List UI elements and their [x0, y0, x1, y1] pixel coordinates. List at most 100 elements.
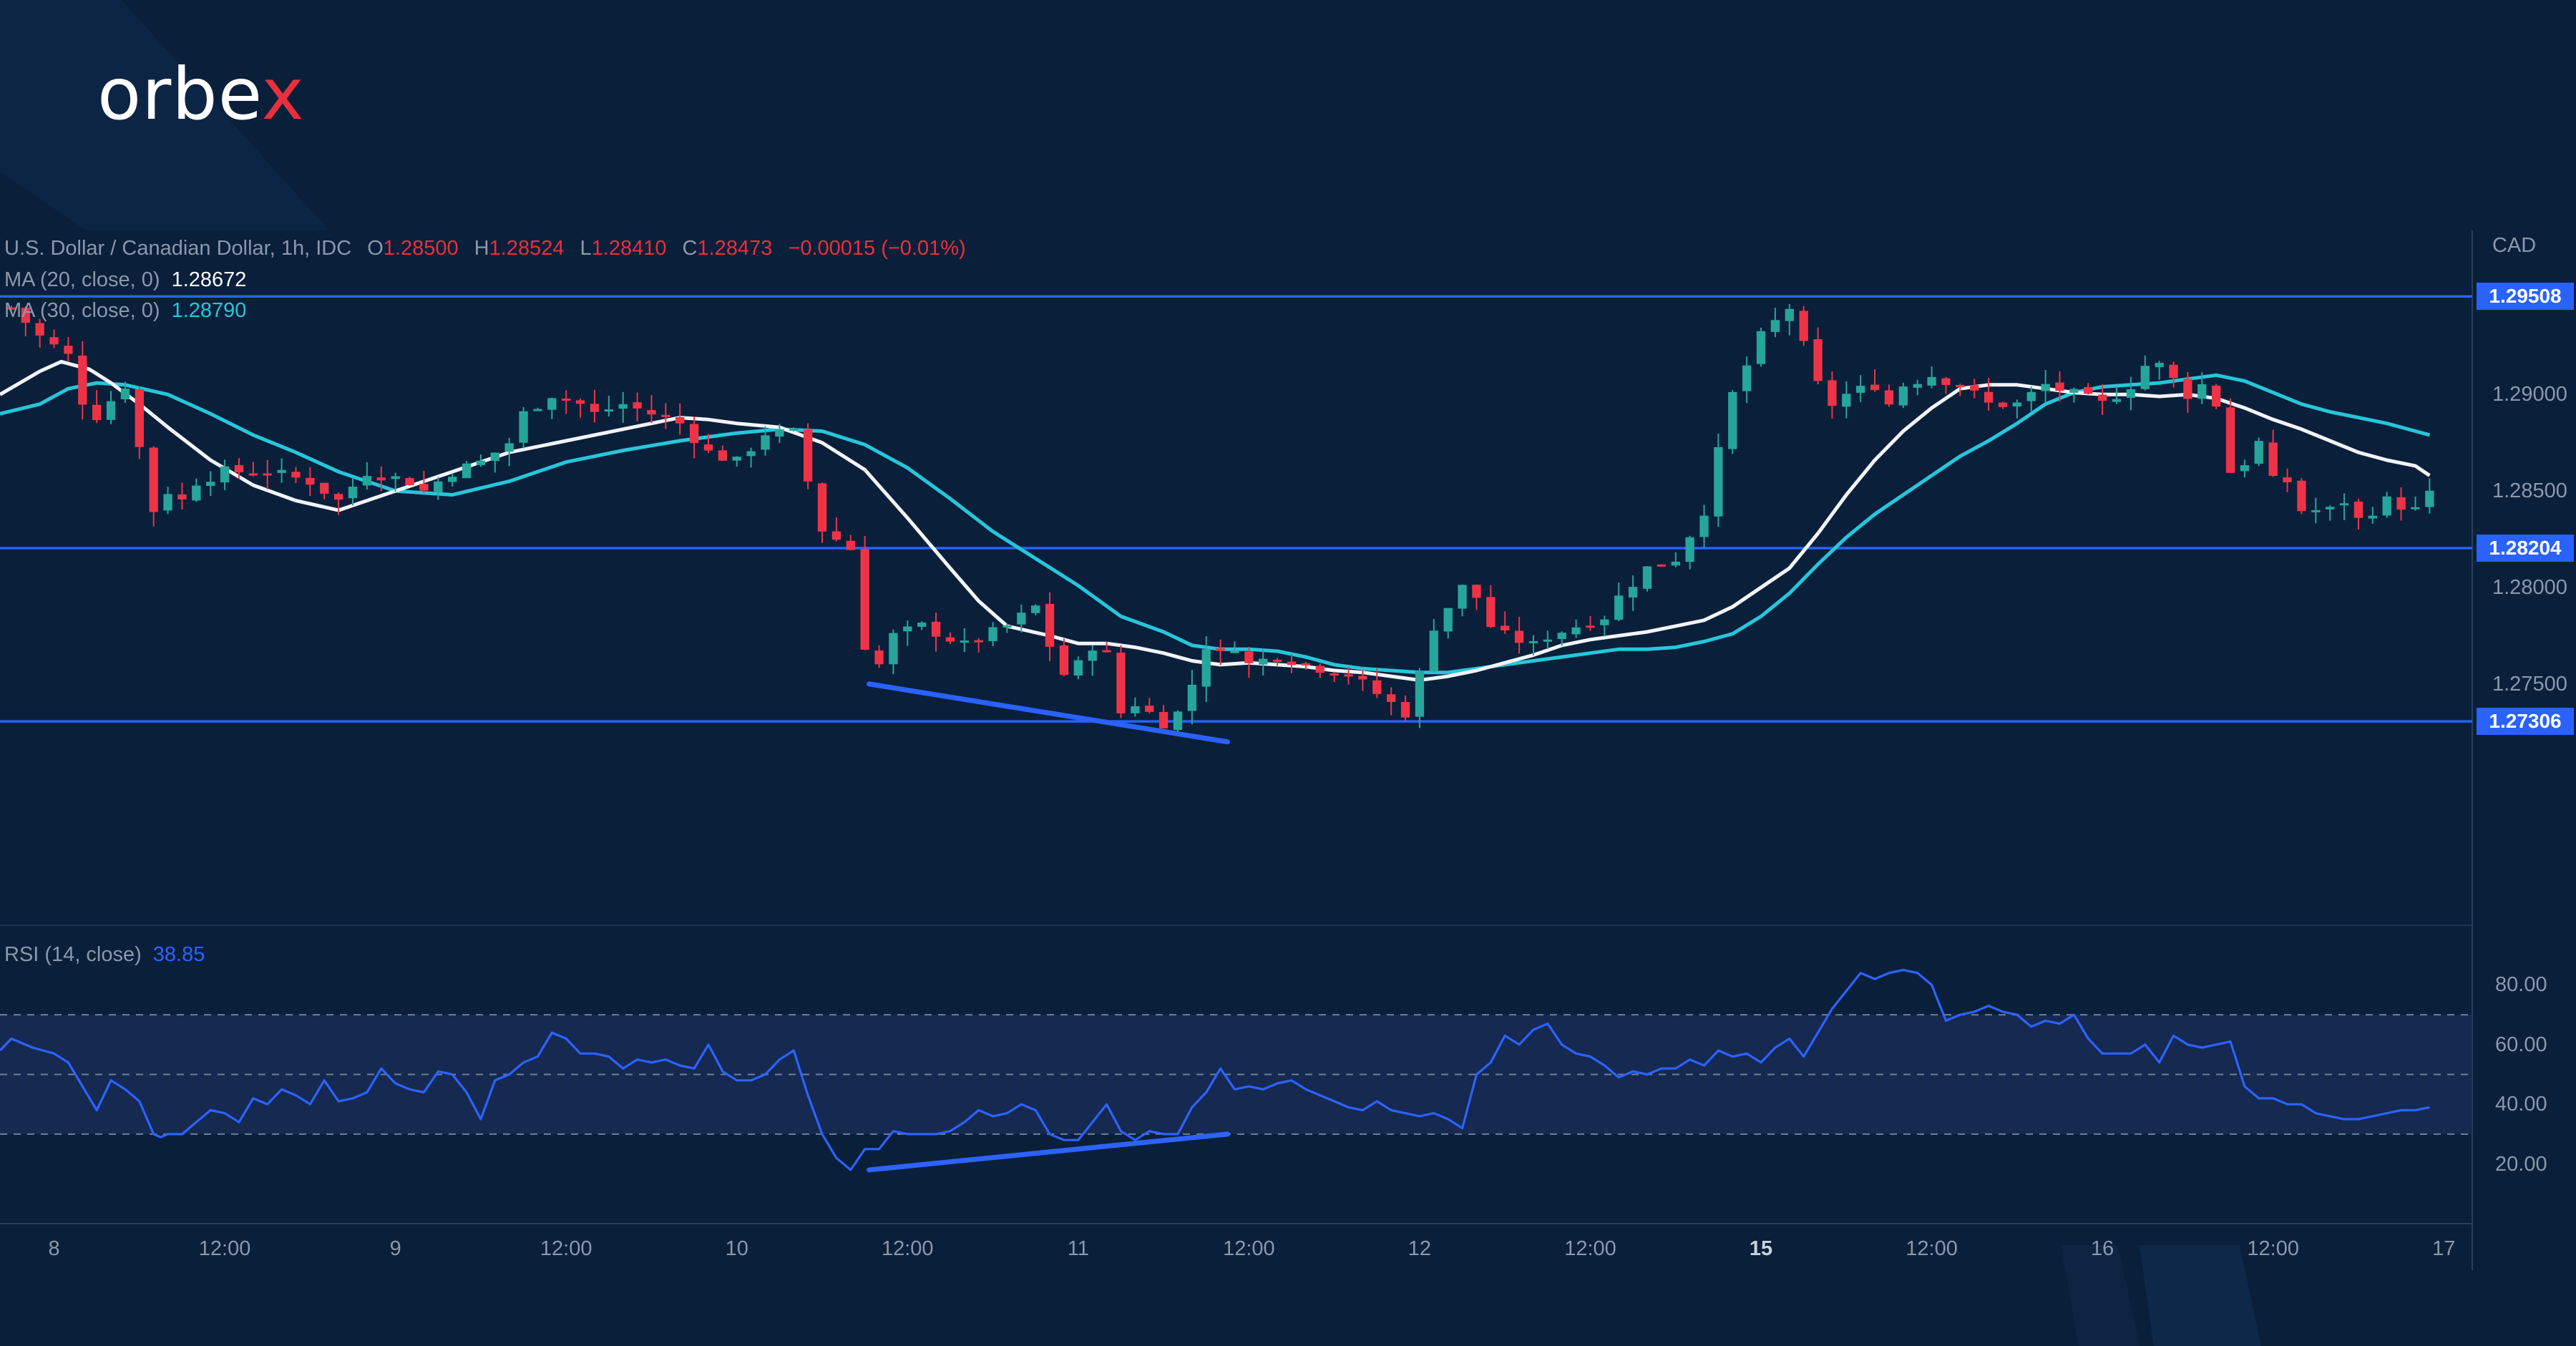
candle-body — [1429, 630, 1438, 672]
candle-body — [1657, 564, 1667, 567]
candle-body — [405, 478, 414, 486]
candle — [1158, 705, 1169, 728]
candle-body — [960, 640, 969, 643]
time-tick: 8 — [48, 1237, 60, 1260]
level-price-tag[interactable]: 1.28204 — [2477, 534, 2574, 562]
candle-body — [177, 494, 187, 499]
time-tick: 12:00 — [1564, 1237, 1616, 1260]
candle-body — [362, 476, 372, 486]
level-price-tag[interactable]: 1.29508 — [2477, 283, 2574, 311]
candle-body — [1173, 711, 1183, 731]
symbol-legend: U.S. Dollar / Canadian Dollar, 1h, IDC O… — [4, 237, 966, 260]
candle — [476, 454, 486, 467]
candle-body — [1358, 676, 1367, 680]
candle — [1586, 615, 1595, 631]
candle-body — [1187, 684, 1197, 711]
candle — [291, 467, 301, 483]
trendlines[interactable] — [867, 681, 1231, 745]
candle-body — [35, 323, 44, 336]
candle — [1458, 584, 1467, 617]
candle — [1614, 582, 1624, 622]
candle — [2353, 498, 2363, 530]
candle-body — [1884, 390, 1894, 405]
candle-body — [2012, 402, 2022, 406]
candle — [419, 471, 429, 493]
candle-body — [447, 477, 457, 482]
symbol-title: U.S. Dollar / Canadian Dollar, 1h, IDC — [4, 237, 352, 260]
open-value: 1.28500 — [383, 237, 459, 260]
candle-body — [391, 476, 400, 479]
candle — [447, 473, 457, 487]
candle — [1216, 639, 1225, 665]
candle — [1187, 670, 1197, 725]
candle — [803, 423, 813, 489]
rsi-legend[interactable]: RSI (14, close) 38.85 — [4, 943, 205, 966]
candle-body — [1742, 365, 1752, 391]
candle-body — [1571, 627, 1581, 635]
candle — [1600, 615, 1609, 637]
candle — [1984, 378, 1994, 411]
candle-body — [1543, 639, 1553, 642]
candle — [277, 458, 286, 483]
candle-body — [1941, 378, 1951, 385]
candle-body — [1813, 338, 1823, 381]
candle — [718, 445, 728, 462]
candle — [78, 341, 87, 420]
candle — [434, 477, 443, 500]
candle-body — [831, 531, 841, 540]
candle-body — [1472, 585, 1481, 598]
ma30-value: 1.28790 — [171, 299, 247, 322]
candle-body — [575, 400, 585, 404]
candle — [2396, 487, 2406, 521]
candle-body — [889, 633, 898, 665]
candle-body — [519, 411, 528, 443]
time-tick: 12:00 — [1906, 1237, 1958, 1260]
time-tick: 10 — [725, 1237, 748, 1260]
candle — [2169, 361, 2178, 388]
time-tick: 12:00 — [2247, 1237, 2299, 1260]
candle-body — [1387, 694, 1396, 702]
candle — [192, 478, 201, 502]
rsi-tick: 40.00 — [2495, 1093, 2547, 1116]
candle-body — [817, 483, 827, 532]
candle — [1785, 303, 1794, 336]
candle-body — [1272, 659, 1282, 662]
candle — [2311, 497, 2321, 524]
candle — [92, 390, 102, 424]
candle — [1102, 641, 1111, 653]
candle-body — [1145, 706, 1154, 712]
candle-body — [1927, 376, 1936, 386]
currency-label: CAD — [2492, 234, 2537, 257]
ma20-legend[interactable]: MA (20, close, 0) 1.28672 — [4, 268, 247, 291]
level-price-tag[interactable]: 1.27306 — [2477, 708, 2574, 736]
candle — [2240, 459, 2250, 478]
candle-body — [604, 409, 613, 412]
candle — [2097, 384, 2107, 415]
orbex-logo: orbex — [97, 52, 305, 136]
candle-body — [647, 410, 656, 415]
candle — [348, 477, 358, 506]
candle — [1898, 382, 1908, 409]
time-tick: 12:00 — [881, 1237, 934, 1260]
candle — [575, 398, 585, 418]
ma30-legend[interactable]: MA (30, close, 0) 1.28790 — [4, 299, 247, 322]
high-value: 1.28524 — [489, 237, 565, 260]
candle-body — [689, 424, 699, 444]
candle-body — [306, 477, 315, 485]
candle — [2382, 492, 2391, 518]
candle — [1671, 552, 1680, 567]
candle — [1344, 667, 1353, 685]
candle-body — [1330, 673, 1339, 676]
candle-body — [2339, 503, 2349, 506]
candle — [333, 492, 343, 515]
horizontal-levels[interactable] — [0, 295, 2472, 723]
candle-body — [1685, 537, 1694, 562]
candle-body — [2169, 364, 2178, 379]
candle — [1856, 375, 1865, 402]
candle-body — [1799, 311, 1808, 341]
candle — [376, 466, 386, 492]
candle — [1642, 566, 1652, 592]
candle — [263, 460, 272, 489]
candle-body — [320, 482, 329, 494]
